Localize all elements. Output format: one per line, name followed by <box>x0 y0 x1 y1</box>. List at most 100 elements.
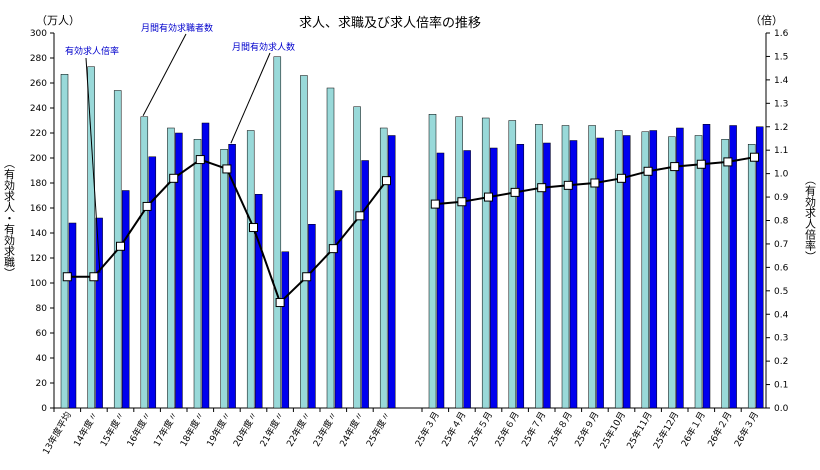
left-tick-label: 100 <box>30 279 47 289</box>
x-tick-label: 16年度〃 <box>124 410 154 449</box>
right-tick-label: 1.5 <box>774 52 788 62</box>
x-tick-label: 25年10月 <box>597 410 628 451</box>
x-tick-label: 25年６月 <box>492 410 522 449</box>
bar-job-openings <box>436 152 445 409</box>
ratio-marker <box>249 223 258 233</box>
bar-job-openings <box>68 222 77 409</box>
chart-title: 求人、求職及び求人倍率の推移 <box>299 15 481 31</box>
left-tick-label: 140 <box>30 229 47 239</box>
left-tick-label: 300 <box>30 29 47 39</box>
left-axis-label: （有効求人・有効求職） <box>3 158 16 279</box>
x-tick-label: 25年３月 <box>412 410 442 449</box>
bar-job-openings <box>676 127 684 409</box>
right-tick-label: 1.3 <box>774 99 788 109</box>
bar-job-openings <box>361 160 369 409</box>
bar-job-openings <box>463 150 471 409</box>
annotation-job-seekers: 月間有効求職者数 <box>141 22 213 34</box>
x-tick-label: 14年度〃 <box>71 410 101 449</box>
bar-job-openings <box>281 251 290 409</box>
bar-job-seekers <box>167 127 175 409</box>
x-tick-label: 25年７月 <box>519 410 549 449</box>
left-tick-label: 220 <box>30 129 47 139</box>
left-tick-label: 200 <box>30 154 47 164</box>
bar-job-seekers <box>379 127 388 409</box>
right-tick-label: 0.9 <box>774 193 789 203</box>
bar-job-seekers <box>193 139 202 409</box>
bar-job-openings <box>569 140 578 409</box>
annotation-job-openings: 月間有効求人数 <box>232 41 295 53</box>
x-tick-label: 23年度〃 <box>310 410 340 449</box>
right-tick-label: 1.0 <box>774 170 789 180</box>
x-tick-label: 25年８月 <box>545 410 575 449</box>
ratio-marker <box>510 187 520 197</box>
right-tick-label: 0.0 <box>774 404 789 414</box>
x-tick-label: 24年度〃 <box>337 410 367 449</box>
x-tick-label: 19年度〃 <box>204 410 234 449</box>
bar-job-seekers <box>588 125 596 409</box>
ratio-marker <box>328 244 338 254</box>
bar-job-seekers <box>87 66 95 409</box>
bar-job-seekers <box>614 130 623 409</box>
x-tick-label: 26年２月 <box>705 410 735 449</box>
left-tick-label: 240 <box>30 104 47 114</box>
ratio-marker <box>670 162 680 172</box>
annotation-ratio-leader <box>85 57 101 273</box>
left-tick-label: 20 <box>36 379 48 389</box>
right-tick-label: 0.3 <box>774 334 788 344</box>
bar-job-seekers <box>747 144 756 409</box>
bar-job-openings <box>622 135 631 409</box>
ratio-marker <box>382 176 391 186</box>
ratio-marker <box>590 178 600 188</box>
bar-job-seekers <box>668 136 676 409</box>
ratio-marker <box>484 192 493 202</box>
bar-job-seekers <box>428 114 437 409</box>
x-tick-label: 22年度〃 <box>284 410 314 449</box>
ratio-marker <box>62 272 72 282</box>
ratio-marker <box>723 157 733 167</box>
bar-job-openings <box>729 125 737 409</box>
bar-job-seekers <box>246 130 255 409</box>
bar-job-seekers <box>721 139 729 409</box>
plot-area: 0 20 40 60 80 100 120 140 160 180 200 220 240 260 280 3… <box>30 29 789 457</box>
bar-job-openings <box>649 130 658 409</box>
bar-job-seekers <box>694 135 703 409</box>
bar-job-seekers <box>508 120 517 409</box>
left-tick-label: 40 <box>36 354 48 364</box>
bar-job-openings <box>596 137 604 409</box>
bar-job-openings <box>228 144 236 409</box>
left-axis-unit: （万人） <box>36 14 80 27</box>
right-tick-label: 0.2 <box>774 357 788 367</box>
x-tick-label: 25年度〃 <box>363 410 393 449</box>
bar-job-seekers <box>481 117 490 409</box>
ratio-marker <box>643 166 653 176</box>
bar-job-seekers <box>140 116 149 409</box>
right-tick-label: 0.6 <box>774 263 789 273</box>
left-tick-label: 120 <box>30 254 47 264</box>
x-tick-label: 20年度〃 <box>230 410 260 449</box>
x-tick-label: 25年９月 <box>572 410 602 449</box>
x-tick-label: 26年１月 <box>678 410 708 449</box>
ratio-marker <box>537 183 547 193</box>
right-tick-label: 0.4 <box>774 310 789 320</box>
bar-job-seekers <box>273 56 282 409</box>
bar-job-openings <box>702 124 711 409</box>
right-tick-label: 1.6 <box>774 29 789 39</box>
x-tick-label: 15年度〃 <box>97 410 127 449</box>
ratio-marker <box>302 272 312 282</box>
right-tick-label: 1.4 <box>774 76 789 86</box>
bar-job-seekers <box>300 75 308 409</box>
bar-job-openings <box>334 190 343 409</box>
ratio-marker <box>430 199 440 209</box>
bar-job-seekers <box>535 124 543 409</box>
ratio-marker <box>89 272 99 282</box>
x-tick-label: 18年度〃 <box>177 410 207 449</box>
right-axis-unit: （倍） <box>750 13 783 27</box>
right-axis-label: （有効求人倍率） <box>804 174 817 262</box>
bar-job-openings <box>121 190 130 409</box>
ratio-marker <box>222 164 232 174</box>
ratio-marker <box>617 173 626 183</box>
ratio-marker <box>355 211 365 221</box>
right-tick-label: 0.1 <box>774 381 788 391</box>
x-tick-label: 25年４月 <box>439 410 469 449</box>
left-tick-label: 280 <box>30 54 47 64</box>
